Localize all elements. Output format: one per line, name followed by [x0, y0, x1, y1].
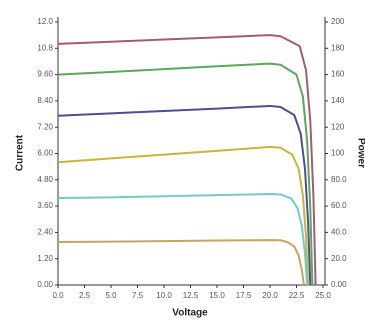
x-axis-label: Voltage	[172, 308, 208, 319]
x-tick-label: 10.0	[156, 291, 172, 300]
curve	[57, 193, 309, 286]
curve	[57, 145, 310, 286]
y-tick-label: 3.60	[37, 201, 53, 210]
curve	[57, 104, 312, 286]
y-tick-label: 10.8	[37, 43, 53, 52]
x-tick-label: 12.5	[183, 291, 199, 300]
y-tick-label: 9.60	[37, 70, 53, 79]
y2-tick-label: 40.0	[331, 228, 347, 237]
y-tick-label: 4.80	[37, 175, 53, 184]
y2-tick-label: 160	[331, 70, 345, 79]
y-axis-label: Current	[15, 134, 26, 171]
x-tick-label: 0.0	[52, 291, 64, 300]
curve	[57, 34, 317, 286]
x-tick-label: 7.5	[132, 291, 144, 300]
y-tick-label: 7.20	[37, 122, 53, 131]
y2-tick-label: 120	[331, 122, 345, 131]
y2-axis-label: Power	[355, 138, 365, 168]
curve	[57, 239, 305, 286]
x-tick-label: 20.0	[262, 291, 278, 300]
y2-tick-label: 140	[331, 96, 345, 105]
y-tick-label: 8.40	[37, 96, 53, 105]
x-tick-label: 5.0	[105, 291, 117, 300]
y2-tick-label: 60.0	[331, 201, 347, 210]
x-tick-label: 15.0	[209, 291, 225, 300]
x-tick-label: 22.5	[289, 291, 305, 300]
y-tick-label: 6.00	[37, 149, 53, 158]
x-tick-label: 25.0	[315, 291, 331, 300]
y-tick-label: 12.0	[37, 17, 53, 26]
x-tick-label: 17.5	[236, 291, 252, 300]
curve	[57, 62, 314, 286]
y2-tick-label: 200	[331, 17, 345, 26]
x-tick-label: 2.5	[79, 291, 91, 300]
y2-tick-label: 0.00	[331, 280, 347, 289]
y2-tick-label: 180	[331, 43, 345, 52]
y-tick-label: 2.40	[37, 228, 53, 237]
y2-tick-label: 20.0	[331, 254, 347, 263]
y-tick-label: 1.20	[37, 254, 53, 263]
y-tick-label: 0.00	[37, 280, 53, 289]
y2-tick-label: 100	[331, 149, 345, 158]
y2-tick-label: 80.0	[331, 175, 347, 184]
